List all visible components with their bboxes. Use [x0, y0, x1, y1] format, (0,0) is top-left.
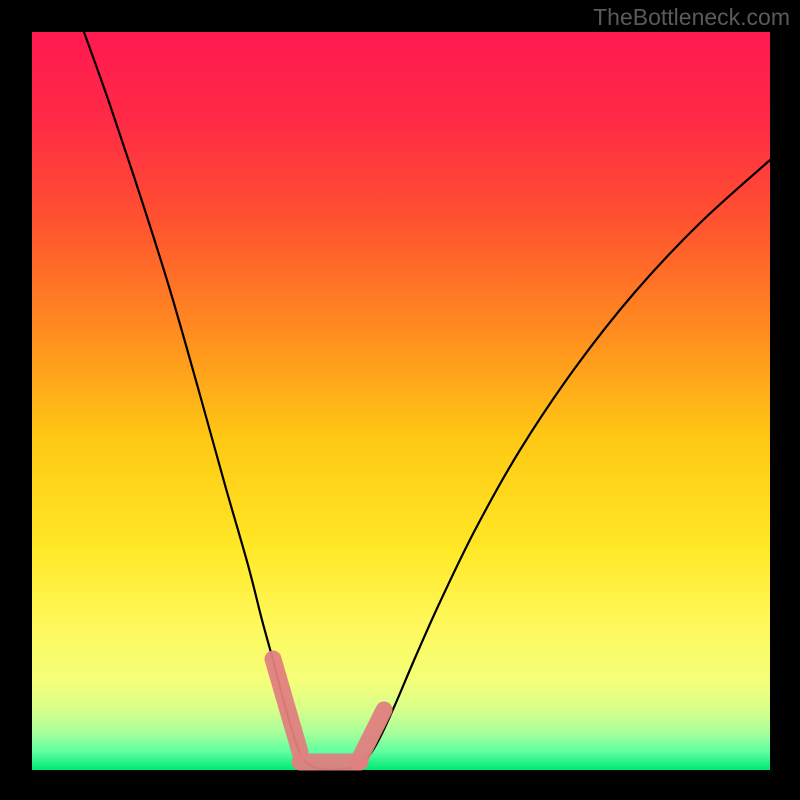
bottleneck-chart [0, 0, 800, 800]
chart-stage: TheBottleneck.com [0, 0, 800, 800]
plot-area-gradient [32, 32, 770, 770]
watermark-text: TheBottleneck.com [593, 4, 790, 31]
